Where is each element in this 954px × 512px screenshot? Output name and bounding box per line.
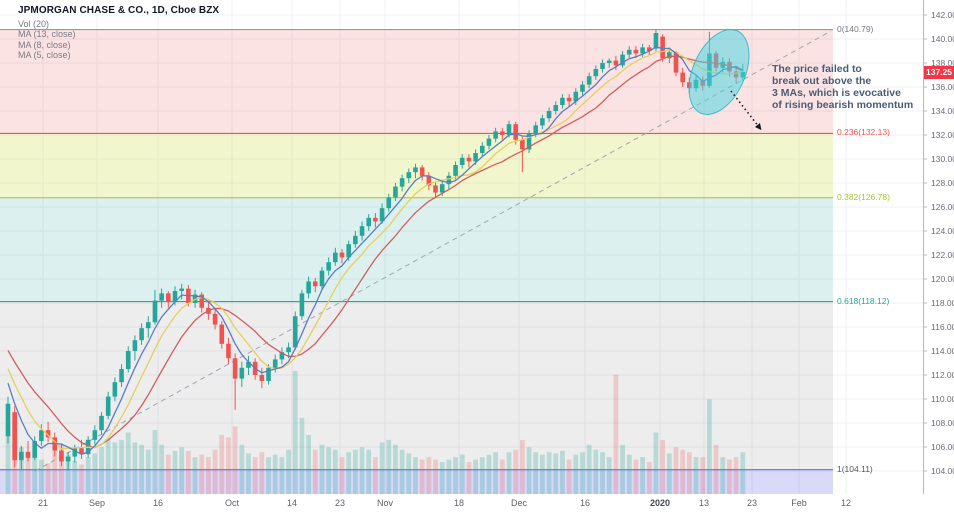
annotation-line: break out above the (772, 75, 872, 87)
fib-level-label-382: 0.382(126.78) (837, 192, 890, 202)
indicator-volume[interactable]: Vol (20) (18, 19, 50, 29)
fib-level-label-618: 0.618(118.12) (837, 296, 890, 306)
time-axis-label: 2020 (649, 498, 671, 508)
price-axis-label: 130.00 (931, 154, 954, 164)
ma-line-13[interactable] (7, 55, 744, 449)
price-axis-label: 108.00 (931, 418, 954, 428)
time-axis-label: Sep (88, 498, 106, 508)
time-axis-label: 12 (840, 498, 852, 508)
last-price-badge: 137.25 (924, 66, 954, 79)
annotation-text[interactable]: The price failed to break out above the … (772, 63, 954, 111)
price-axis-label: 110.00 (931, 394, 954, 404)
ma-line-8[interactable] (7, 49, 743, 450)
price-axis-label: 126.00 (931, 202, 954, 212)
price-axis-label: 122.00 (931, 250, 954, 260)
price-axis-label: 140.00 (931, 34, 954, 44)
price-axis-label: 112.00 (931, 370, 954, 380)
annotation-line: The price failed to (772, 63, 862, 75)
fib-level-label-0: 0(140.79) (837, 24, 874, 34)
chart-legend: JPMORGAN CHASE & CO., 1D, Cboe BZX Vol (… (18, 5, 219, 60)
symbol-title[interactable]: JPMORGAN CHASE & CO., 1D, Cboe BZX (18, 5, 220, 16)
price-axis-label: 124.00 (931, 226, 954, 236)
time-axis-label: 14 (286, 498, 298, 508)
price-axis[interactable]: 142.00 140.00 138.00 136.00 134.00 132.00 130.… (923, 0, 954, 494)
time-axis-label: 18 (453, 498, 465, 508)
time-axis-label: Nov (376, 498, 394, 508)
price-axis-label: 142.00 (931, 10, 954, 20)
time-axis-label: 23 (334, 498, 346, 508)
price-axis-label: 128.00 (931, 178, 954, 188)
highlight-ellipse[interactable] (677, 20, 761, 123)
indicator-ma5[interactable]: MA (5, close) (18, 49, 71, 60)
time-axis-label: 13 (698, 498, 710, 508)
price-axis-label: 138.00 (931, 58, 954, 68)
fib-retracement[interactable] (0, 28, 833, 495)
time-axis-label: 23 (746, 498, 758, 508)
time-axis-label: 16 (579, 498, 591, 508)
fib-level-label-1: 1(104.11) (837, 464, 873, 474)
time-axis-label: Dec (510, 498, 528, 508)
price-axis-label: 104.00 (931, 466, 954, 476)
time-axis-label: Oct (224, 498, 240, 508)
annotation-line: 3 MAs, which is evocative (772, 87, 901, 99)
indicator-ma8[interactable]: MA (8, close) (18, 39, 71, 50)
time-axis-label: Feb (791, 498, 807, 508)
price-axis-label: 106.00 (931, 442, 954, 452)
time-axis-label: 16 (152, 498, 164, 508)
price-axis-label: 116.00 (931, 322, 954, 332)
price-axis-label: 114.00 (931, 346, 954, 356)
time-axis-label: 21 (37, 498, 49, 508)
fib-level-label-236: 0.236(132.13) (837, 127, 890, 137)
ma-line-5[interactable] (7, 46, 744, 455)
price-axis-label: 136.00 (931, 82, 954, 92)
bearish-arrowhead (754, 123, 762, 131)
indicator-ma13[interactable]: MA (13, close) (18, 29, 76, 40)
price-axis-label: 134.00 (931, 106, 954, 116)
price-axis-label: 118.00 (931, 298, 954, 308)
price-axis-label: 132.00 (931, 130, 954, 140)
time-axis[interactable]: 21 Sep 16 Oct 14 23 Nov 18 Dec 16 2020 13 23 Feb 12 (0, 494, 954, 512)
bearish-arrow[interactable] (730, 90, 760, 128)
price-axis-label: 120.00 (931, 274, 954, 284)
annotation-line: of rising bearish momentum (772, 99, 914, 111)
